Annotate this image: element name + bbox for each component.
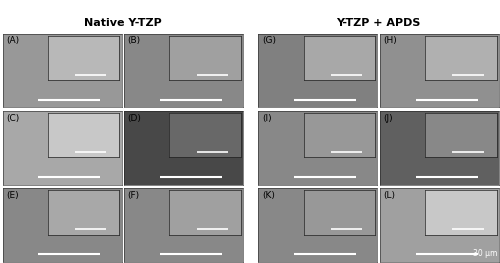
- Text: (F): (F): [128, 191, 140, 200]
- Text: Native Y-TZP: Native Y-TZP: [84, 18, 162, 28]
- Text: (J): (J): [384, 114, 393, 123]
- Text: (I): (I): [262, 114, 272, 123]
- Text: (L): (L): [384, 191, 396, 200]
- Text: 30 μm: 30 μm: [473, 249, 497, 258]
- Text: 10 μm: 10 μm: [473, 222, 497, 231]
- Text: (B): (B): [128, 36, 141, 45]
- Text: (K): (K): [262, 191, 274, 200]
- Text: (A): (A): [6, 36, 19, 45]
- Text: Y-TZP + APDS: Y-TZP + APDS: [336, 18, 421, 28]
- Text: (G): (G): [262, 36, 276, 45]
- Text: (E): (E): [6, 191, 18, 200]
- Text: (H): (H): [384, 36, 397, 45]
- Text: (D): (D): [128, 114, 141, 123]
- Text: (C): (C): [6, 114, 20, 123]
